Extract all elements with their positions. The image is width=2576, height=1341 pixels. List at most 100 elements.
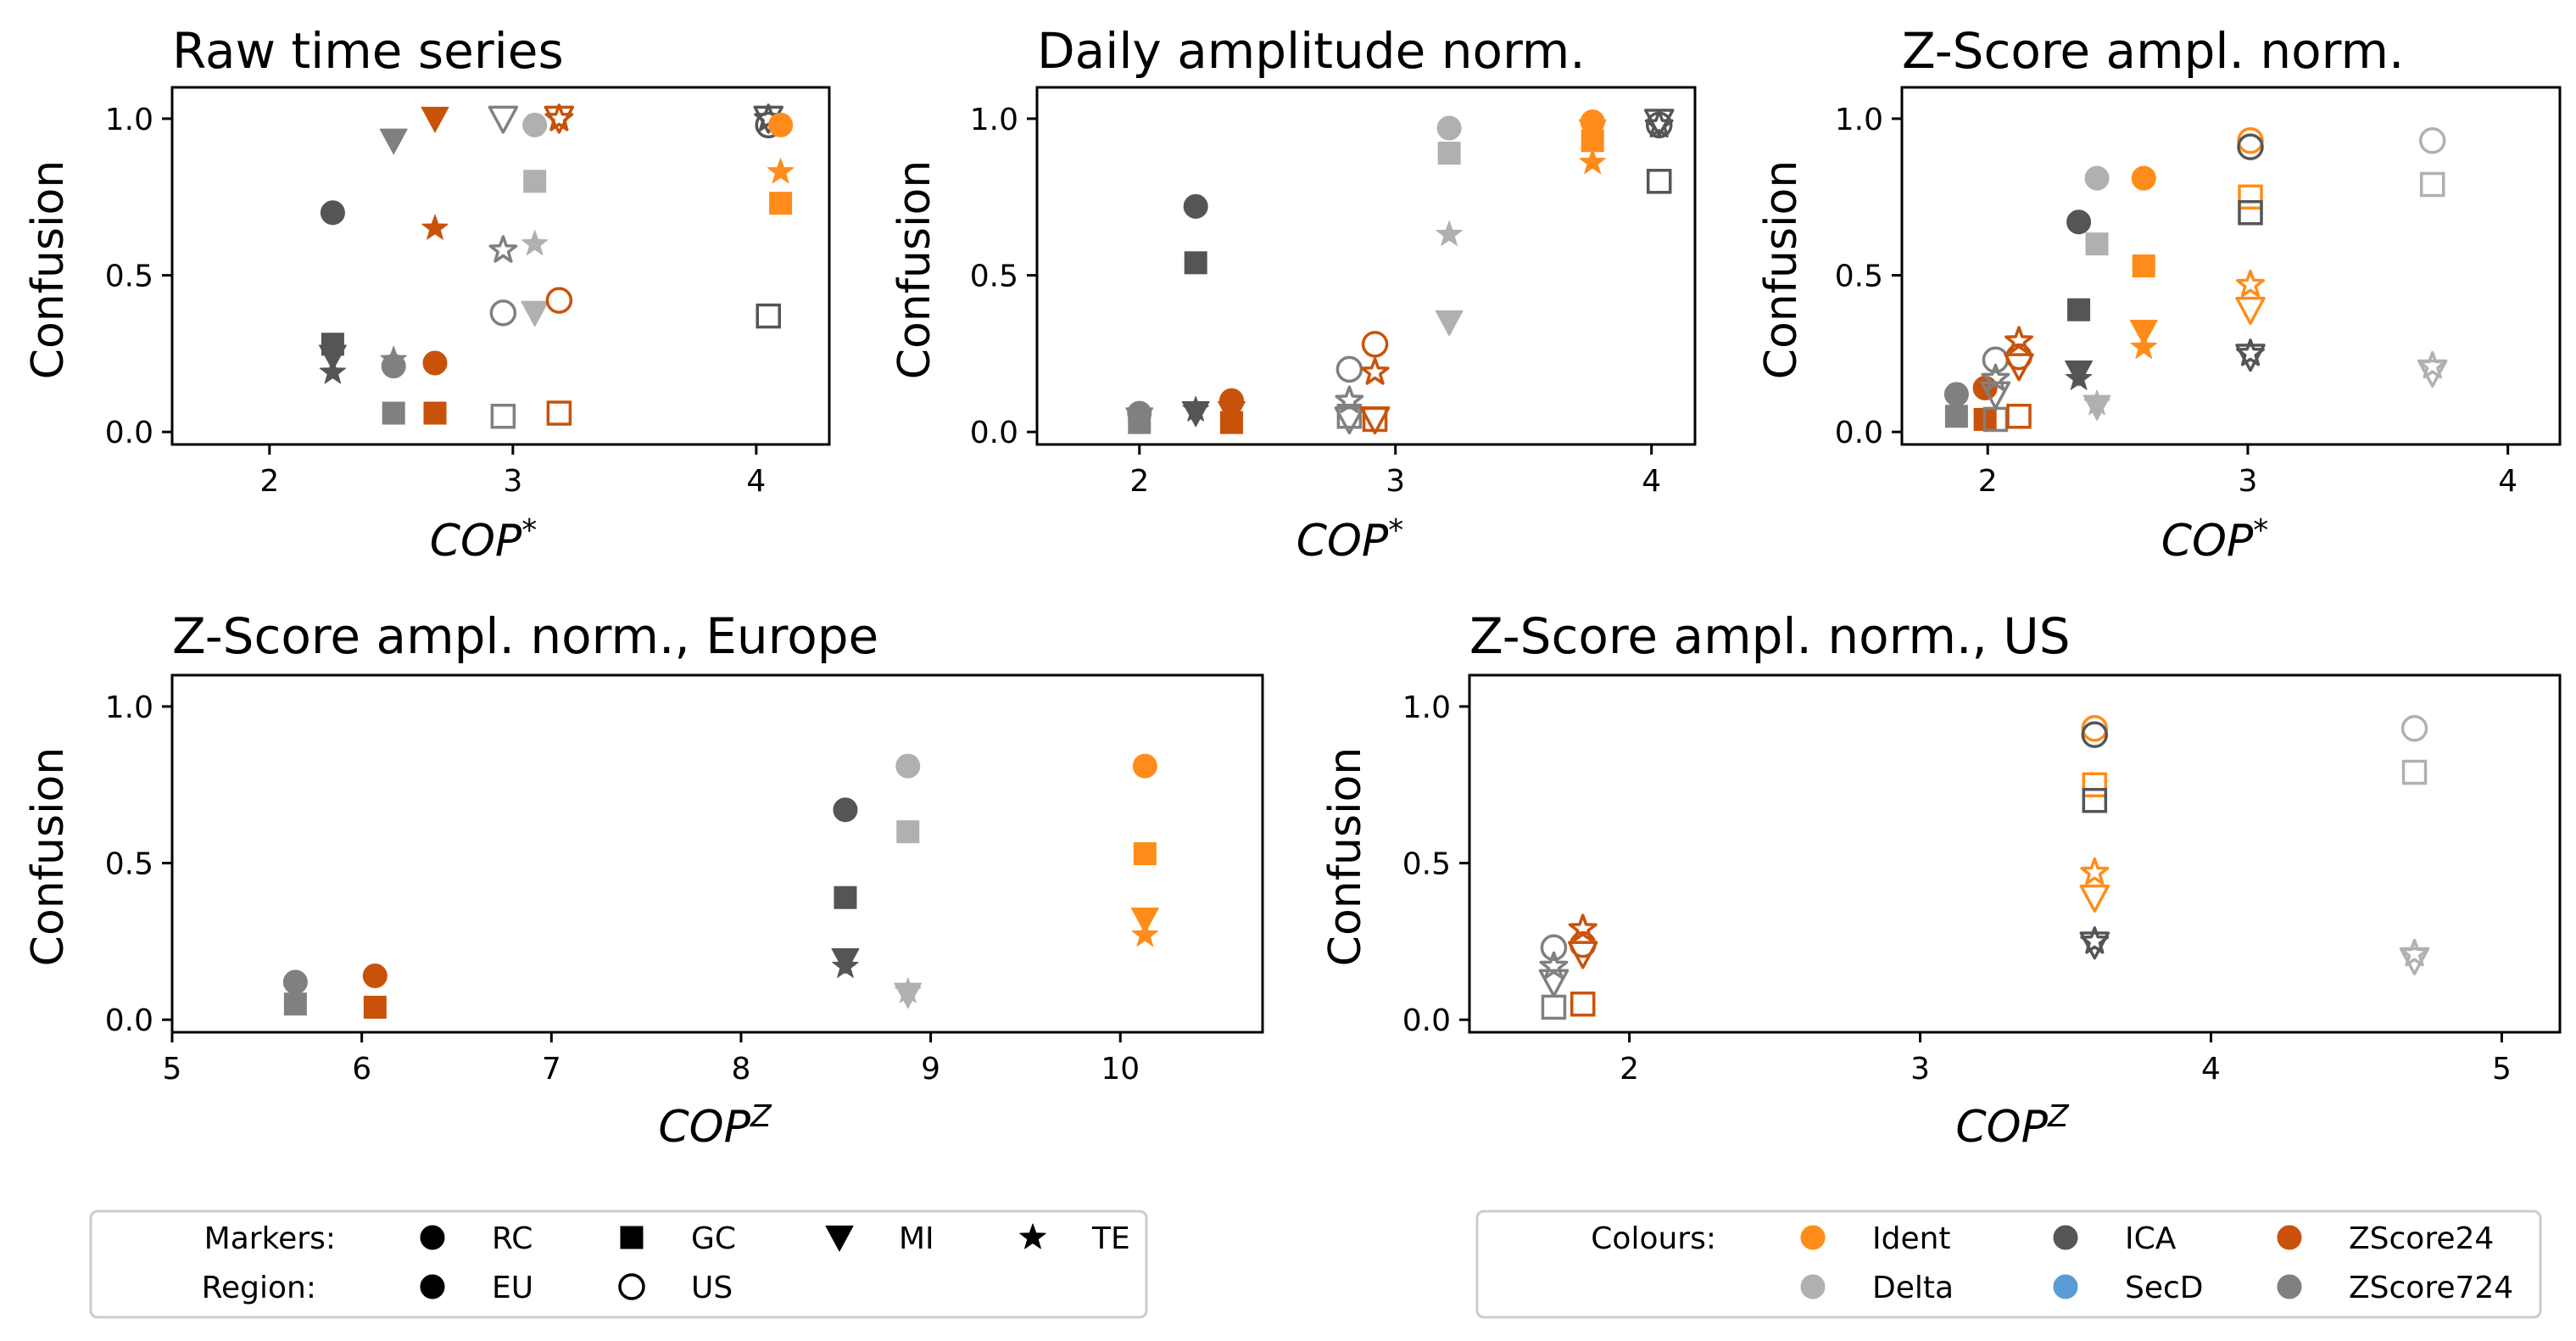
legend-item-us: US: [618, 1271, 733, 1305]
x-tick-label: 8: [732, 1052, 751, 1087]
legend-label: EU: [492, 1271, 533, 1305]
data-point: [1125, 407, 1154, 433]
data-point: [2129, 319, 2158, 346]
data-point: [2418, 127, 2446, 154]
legend-label: ICA: [2125, 1221, 2177, 1256]
plot-area: 0.0 0.5 1.0 2 3 4: [970, 103, 1675, 499]
data-point: [769, 192, 793, 215]
data-point: [2238, 199, 2263, 226]
legend-item-delta: Delta: [1800, 1271, 1954, 1305]
panel-zscore-us: Z-Score ampl. norm., US Confusion COPZ 0…: [1320, 607, 2562, 1153]
data-point: [2417, 350, 2447, 379]
y-tick-label: 1.0: [970, 103, 1018, 137]
data-point: [895, 977, 922, 1003]
y-axis-label: Confusion: [23, 747, 74, 967]
plot-area: 0.0 0.5 1.0 2 3 4 5: [1402, 690, 2512, 1087]
x-axis-label: COP*: [430, 513, 538, 567]
legend-box: [89, 1210, 1148, 1319]
data-point: [2235, 344, 2266, 372]
data-point: [2237, 127, 2264, 154]
panel-zscore-ampl-norm: Z-Score ampl. norm. Confusion COP* 0.00.…: [1756, 22, 2562, 567]
x-tick-label: 3: [503, 464, 522, 499]
legend-label: SecD: [2125, 1271, 2204, 1305]
axes-frame: [170, 86, 831, 446]
y-axis-label: Confusion: [23, 160, 74, 380]
data-point: [1570, 992, 1596, 1017]
legend-label: MI: [899, 1221, 934, 1256]
axes-frame: [170, 673, 1264, 1034]
x-tick-label: 2: [1129, 464, 1149, 499]
data-point: [2079, 884, 2110, 913]
panel-title: Z-Score ampl. norm.: [1902, 22, 2404, 80]
data-point: [1567, 941, 1598, 969]
data-point: [1360, 357, 1390, 385]
x-tick-label: 4: [2201, 1052, 2221, 1087]
legend-item-zscore24: ZScore24: [2277, 1221, 2494, 1256]
legend-item-mi: MI: [825, 1221, 934, 1256]
data-point: [2081, 715, 2109, 742]
data-point: [421, 106, 449, 133]
data-point: [1568, 914, 1597, 941]
data-point: [362, 964, 388, 989]
data-point: [423, 401, 447, 425]
data-point: [1538, 969, 1570, 997]
data-point: [2004, 353, 2034, 382]
data-point: [545, 287, 573, 314]
legend-colour-items: Ident ICA ZScore24 Delta SecD ZScore724: [1800, 1221, 2513, 1305]
data-point: [2079, 931, 2110, 960]
legend-markers-label: Markers:: [204, 1221, 336, 1256]
data-point: [1334, 406, 1365, 435]
y-tick-label: 0.5: [1402, 847, 1451, 882]
data-point: [2082, 772, 2108, 798]
legend-symbol: [420, 1225, 445, 1250]
y-tick-label: 1.0: [105, 103, 153, 137]
legend-label: ZScore724: [2349, 1271, 2513, 1305]
data-point: [896, 820, 920, 844]
y-tick-label: 1.0: [1835, 103, 1883, 137]
data-point: [1217, 400, 1246, 427]
data-point: [833, 797, 858, 823]
panel-daily-amplitude-norm: Daily amplitude norm. Confusion COP* 0.0…: [889, 22, 1697, 567]
legend-label: GC: [691, 1221, 736, 1256]
data-point: [546, 400, 572, 426]
data-point: [1182, 395, 1209, 422]
y-tick-label: 0.0: [1835, 416, 1883, 450]
legend-item-secd: SecD: [2053, 1271, 2204, 1305]
data-point: [379, 128, 408, 155]
data-point: [2081, 721, 2109, 748]
data-point: [2401, 759, 2428, 785]
data-point: [521, 230, 549, 256]
y-axis-label: Confusion: [1320, 747, 1371, 967]
axes-frame: [1035, 86, 1697, 446]
data-point: [2417, 359, 2448, 388]
data-point: [382, 401, 405, 425]
x-tick-label: 4: [1642, 464, 1661, 499]
data-point: [2132, 254, 2155, 277]
data-point: [2067, 298, 2091, 321]
data-point: [1133, 842, 1157, 865]
data-point: [1541, 994, 1567, 1020]
data-point: [1437, 142, 1461, 165]
axes-frame: [1468, 673, 2562, 1034]
data-point: [544, 103, 574, 131]
data-point: [768, 112, 794, 137]
data-point: [522, 112, 548, 137]
legend-label: Delta: [1872, 1271, 1954, 1305]
legend-symbol: [2053, 1225, 2078, 1250]
data-point: [2237, 133, 2264, 160]
data-point: [490, 404, 516, 429]
legend-label: US: [691, 1271, 733, 1305]
panel-title: Daily amplitude norm.: [1037, 22, 1586, 80]
x-tick-label: 10: [1101, 1052, 1140, 1087]
data-point: [422, 350, 448, 376]
data-point: [2130, 333, 2157, 359]
legend-colours-label: Colours:: [1591, 1221, 1716, 1256]
legend-symbol: [1800, 1225, 1826, 1250]
data-point: [1131, 921, 1159, 947]
data-point: [895, 753, 921, 779]
x-tick-label: 6: [352, 1052, 371, 1087]
legend-label: ZScore24: [2349, 1221, 2494, 1256]
data-point: [380, 345, 407, 372]
panel-title: Raw time series: [172, 22, 564, 80]
